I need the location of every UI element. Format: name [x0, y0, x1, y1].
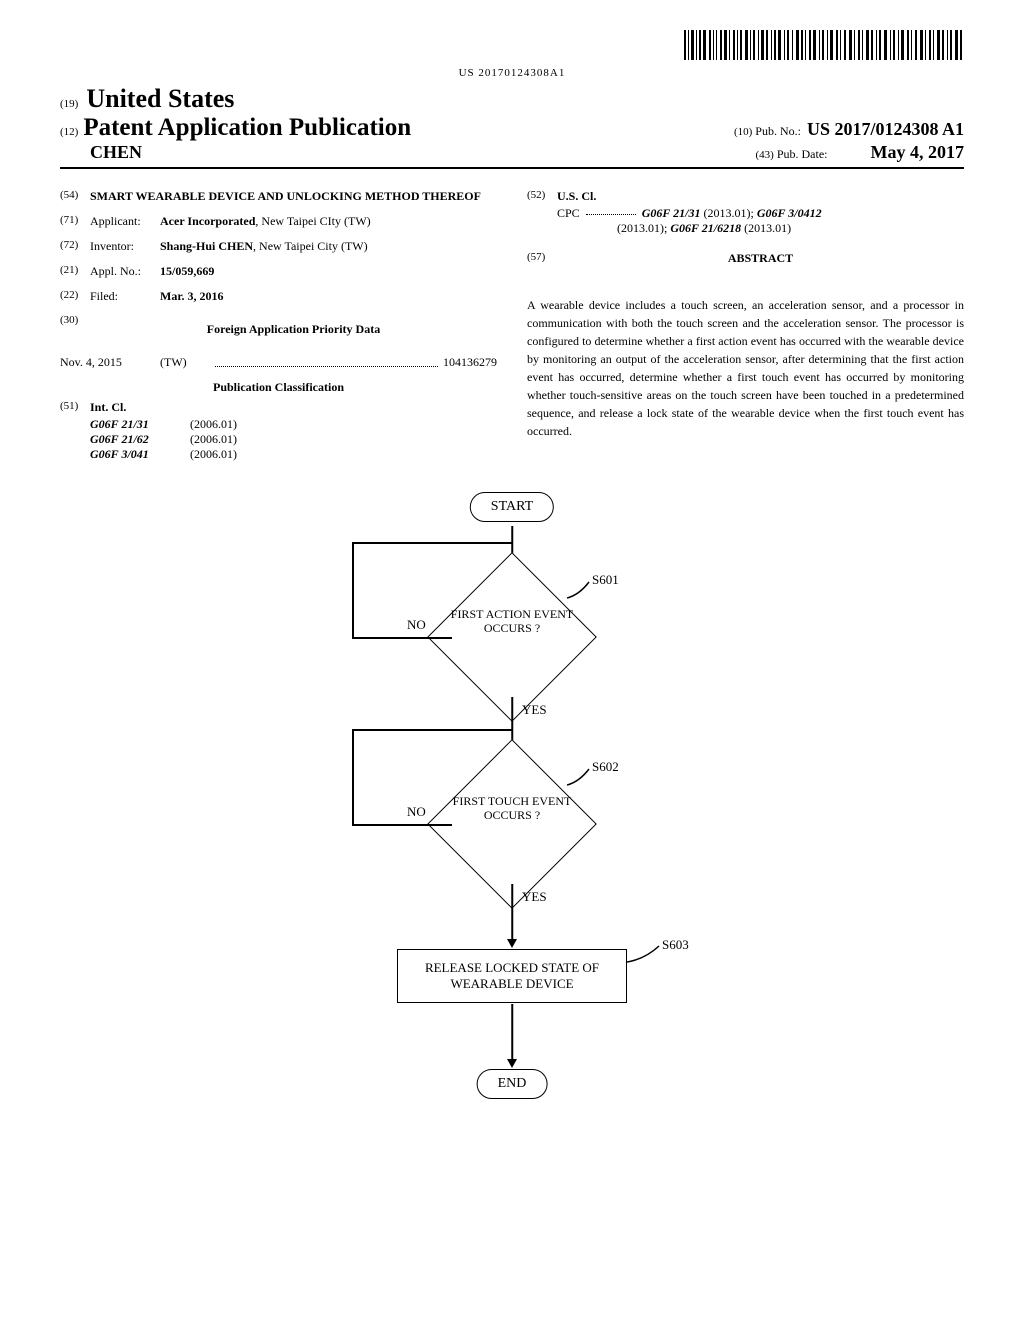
uscl-label: U.S. Cl.: [557, 189, 596, 204]
fc-line: [352, 824, 452, 826]
classification-heading: Publication Classification: [60, 380, 497, 395]
abstract-heading: ABSTRACT: [557, 251, 964, 266]
author-name: CHEN: [90, 142, 142, 163]
inventor-label: Inventor:: [90, 239, 160, 254]
fc-line: [352, 542, 354, 637]
pub-type-code: (12): [60, 126, 78, 138]
fc-process-s603: RELEASE LOCKED STATE OF WEARABLE DEVICE: [397, 949, 627, 1003]
fc-line: [352, 637, 452, 639]
fc-line: [352, 729, 354, 824]
cpc-2: G06F 3/0412: [757, 206, 822, 220]
pub-date-label: Pub. Date:: [777, 147, 828, 161]
uscl-code: (52): [527, 189, 557, 204]
priority-num: 104136279: [443, 355, 497, 370]
appl-no: 15/059,669: [160, 264, 497, 279]
cpc-1y: (2013.01);: [703, 206, 753, 220]
intcl-code-1: G06F 21/62: [90, 432, 190, 447]
fc-no-1: NO: [407, 617, 426, 633]
left-column: (54) SMART WEARABLE DEVICE AND UNLOCKING…: [60, 189, 497, 462]
intcl-row-1: G06F 21/62 (2006.01): [90, 432, 497, 447]
priority-country: (TW): [160, 355, 210, 370]
abstract-code: (57): [527, 251, 557, 266]
barcode-image: [684, 30, 964, 60]
applicant-loc: , New Taipei CIty (TW): [255, 214, 370, 228]
intcl-year-2: (2006.01): [190, 447, 237, 462]
applicant-code: (71): [60, 214, 90, 229]
fc-curve-s601: [567, 580, 597, 600]
priority-code: (30): [60, 314, 90, 345]
intcl-code-0: G06F 21/31: [90, 417, 190, 432]
fc-curve-s603: [627, 944, 667, 964]
barcode-section: US 20170124308A1: [60, 30, 964, 79]
fc-curve-s602: [567, 767, 597, 787]
fc-no-2: NO: [407, 804, 426, 820]
pub-no-label: Pub. No.:: [755, 124, 801, 138]
pub-date-code: (43): [756, 149, 774, 161]
barcode-text: US 20170124308A1: [60, 67, 964, 79]
inventor-code: (72): [60, 239, 90, 254]
pub-no-code: (10): [734, 126, 752, 138]
priority-dots: [215, 355, 438, 367]
pub-type: Patent Application Publication: [83, 114, 411, 142]
fc-line: [511, 884, 513, 942]
cpc-label: CPC: [557, 206, 580, 220]
filed-date: Mar. 3, 2016: [160, 289, 497, 304]
priority-heading: Foreign Application Priority Data: [90, 322, 497, 337]
inventor-name: Shang-Hui CHEN: [160, 239, 253, 253]
fc-line: [352, 729, 512, 731]
country-code: (19): [60, 98, 78, 110]
intcl-row-0: G06F 21/31 (2006.01): [90, 417, 497, 432]
appl-code: (21): [60, 264, 90, 279]
flowchart-start: START: [470, 492, 554, 522]
flowchart-end: END: [477, 1069, 548, 1099]
cpc-3y: (2013.01): [744, 221, 791, 235]
pub-date: May 4, 2017: [871, 142, 965, 162]
intcl-code: (51): [60, 400, 90, 415]
cpc-2y: (2013.01);: [617, 221, 667, 235]
cpc-3: G06F 21/6218: [670, 221, 741, 235]
patent-title: SMART WEARABLE DEVICE AND UNLOCKING METH…: [90, 189, 497, 204]
pub-no: US 2017/0124308 A1: [807, 119, 964, 139]
inventor-loc: , New Taipei City (TW): [253, 239, 368, 253]
filed-label: Filed:: [90, 289, 160, 304]
fc-arrow: [507, 939, 517, 948]
title-code: (54): [60, 189, 90, 204]
intcl-year-1: (2006.01): [190, 432, 237, 447]
intcl-label: Int. Cl.: [90, 400, 126, 415]
cpc-1: G06F 21/31: [642, 206, 701, 220]
priority-date: Nov. 4, 2015: [60, 355, 160, 370]
cpc-dots: [586, 214, 636, 215]
appl-label: Appl. No.:: [90, 264, 160, 279]
intcl-year-0: (2006.01): [190, 417, 237, 432]
applicant-label: Applicant:: [90, 214, 160, 229]
fc-line: [511, 1004, 513, 1062]
intcl-code-2: G06F 3/041: [90, 447, 190, 462]
fc-line: [352, 542, 512, 544]
country-name: United States: [86, 84, 234, 113]
content-body: (54) SMART WEARABLE DEVICE AND UNLOCKING…: [60, 189, 964, 462]
filed-code: (22): [60, 289, 90, 304]
abstract-text: A wearable device includes a touch scree…: [527, 296, 964, 440]
fc-yes-2: YES: [522, 889, 547, 905]
fc-yes-1: YES: [522, 702, 547, 718]
applicant-name: Acer Incorporated: [160, 214, 255, 228]
fc-arrow: [507, 1059, 517, 1068]
intcl-row-2: G06F 3/041 (2006.01): [90, 447, 497, 462]
flowchart-diagram: START FIRST ACTION EVENT OCCURS ? S601 N…: [262, 492, 762, 1132]
patent-header: (19) United States (12) Patent Applicati…: [60, 84, 964, 169]
right-column: (52) U.S. Cl. CPC G06F 21/31 (2013.01); …: [527, 189, 964, 462]
